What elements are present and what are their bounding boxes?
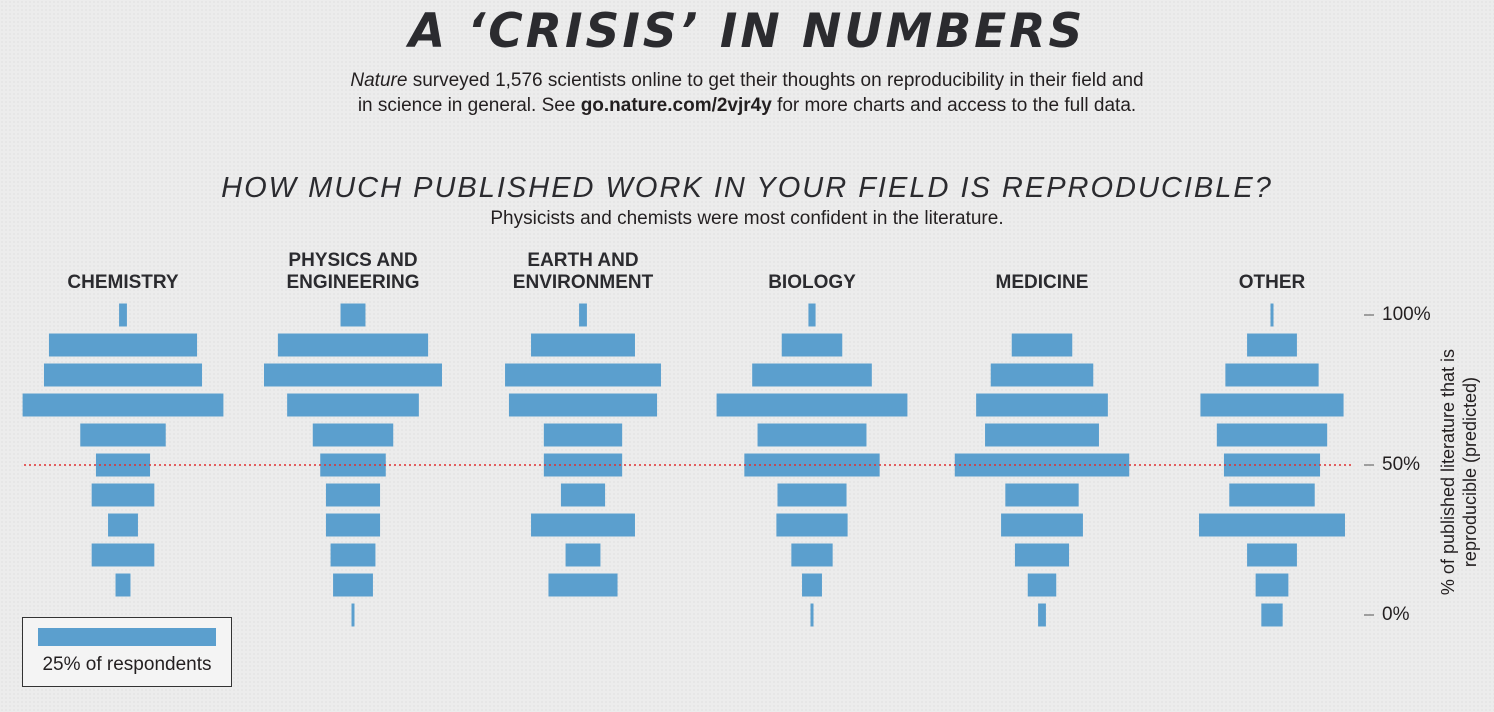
intro-line-1-text: surveyed 1,576 scientists online to get … (407, 70, 1144, 91)
bar-biology-20 (791, 543, 833, 567)
category-label-biology: BIOLOGY (768, 272, 856, 293)
infographic-title: A ‘CRISIS’ IN NUMBERS (408, 4, 1086, 59)
intro-line-1: Nature surveyed 1,576 scientists online … (0, 70, 1494, 92)
bar-earth-and-environment-70 (508, 393, 658, 417)
bar-medicine-60 (985, 423, 1099, 447)
category-label-medicine: MEDICINE (995, 272, 1089, 293)
category-label-physics-and-engineering: PHYSICS AND ENGINEERING (286, 250, 420, 293)
bar-medicine-50 (954, 453, 1130, 477)
y-tick-label-100: 100% (1382, 304, 1431, 325)
bar-physics-and-engineering-30 (325, 513, 381, 537)
bar-biology-30 (776, 513, 848, 537)
bar-other-50 (1223, 453, 1321, 477)
bar-earth-and-environment-20 (565, 543, 601, 567)
bar-chemistry-100 (119, 303, 127, 327)
category-label-chemistry: CHEMISTRY (67, 272, 179, 293)
intro-nature-italic: Nature (350, 70, 408, 91)
y-axis-label: % of published literature that is reprod… (1438, 348, 1480, 596)
bar-chemistry-70 (22, 393, 224, 417)
bar-earth-and-environment-50 (543, 453, 623, 477)
bar-chemistry-20 (91, 543, 155, 567)
bar-physics-and-engineering-70 (287, 393, 419, 417)
chart-subtitle: Physicists and chemists were most confid… (490, 208, 1004, 229)
bar-earth-and-environment-30 (531, 513, 635, 537)
bar-physics-and-engineering-80 (264, 363, 442, 387)
bar-physics-and-engineering-40 (325, 483, 381, 507)
bar-other-40 (1229, 483, 1315, 507)
bar-other-20 (1247, 543, 1297, 567)
bar-medicine-30 (1001, 513, 1083, 537)
bar-chemistry-30 (108, 513, 138, 537)
bar-medicine-10 (1027, 573, 1057, 597)
bar-chemistry-40 (91, 483, 155, 507)
legend-label: 25% of respondents (42, 654, 212, 675)
bar-biology-60 (757, 423, 867, 447)
bar-biology-70 (716, 393, 908, 417)
bar-earth-and-environment-60 (543, 423, 623, 447)
bar-medicine-70 (976, 393, 1108, 417)
bar-chemistry-90 (48, 333, 198, 357)
bar-earth-and-environment-80 (505, 363, 661, 387)
intro-line-2-end: for more charts and access to the full d… (771, 95, 1137, 116)
legend-swatch (38, 628, 216, 646)
bar-chemistry-80 (43, 363, 203, 387)
bar-physics-and-engineering-20 (330, 543, 376, 567)
bar-physics-and-engineering-10 (333, 573, 373, 597)
bar-physics-and-engineering-60 (312, 423, 394, 447)
bar-biology-40 (777, 483, 847, 507)
bar-earth-and-environment-40 (560, 483, 606, 507)
bar-earth-and-environment-90 (531, 333, 635, 357)
bar-biology-50 (744, 453, 880, 477)
bar-other-0 (1261, 603, 1283, 627)
bar-medicine-90 (1011, 333, 1073, 357)
bar-other-70 (1200, 393, 1344, 417)
bar-other-30 (1199, 513, 1345, 537)
bar-earth-and-environment-100 (579, 303, 587, 327)
intro-line-2-start: in science in general. See (357, 95, 581, 116)
y-tick-label-0: 0% (1382, 604, 1410, 625)
bar-medicine-0 (1038, 603, 1046, 627)
bar-biology-10 (802, 573, 822, 597)
bar-physics-and-engineering-0 (351, 603, 355, 627)
bar-chemistry-60 (80, 423, 166, 447)
bar-biology-100 (808, 303, 816, 327)
legend: 25% of respondents (22, 617, 232, 687)
chart-title: HOW MUCH PUBLISHED WORK IN YOUR FIELD IS… (221, 172, 1273, 204)
intro-line-2: in science in general. See go.nature.com… (0, 95, 1494, 117)
y-tick-label-50: 50% (1382, 454, 1421, 475)
bar-medicine-20 (1014, 543, 1070, 567)
bar-other-60 (1216, 423, 1328, 447)
bar-other-90 (1247, 333, 1297, 357)
bar-biology-0 (810, 603, 814, 627)
bar-medicine-80 (990, 363, 1094, 387)
bar-biology-90 (781, 333, 843, 357)
bar-biology-80 (752, 363, 872, 387)
bar-medicine-40 (1005, 483, 1079, 507)
bar-physics-and-engineering-100 (340, 303, 366, 327)
bar-earth-and-environment-10 (548, 573, 618, 597)
bar-other-80 (1225, 363, 1319, 387)
bar-other-10 (1255, 573, 1289, 597)
bar-physics-and-engineering-90 (277, 333, 429, 357)
bar-chemistry-50 (95, 453, 151, 477)
bar-physics-and-engineering-50 (320, 453, 386, 477)
category-label-other: OTHER (1238, 272, 1306, 293)
category-label-earth-and-environment: EARTH AND ENVIRONMENT (512, 250, 654, 293)
bar-other-100 (1270, 303, 1274, 327)
bar-chemistry-10 (115, 573, 131, 597)
data-link[interactable]: go.nature.com/2vjr4y (580, 95, 772, 116)
